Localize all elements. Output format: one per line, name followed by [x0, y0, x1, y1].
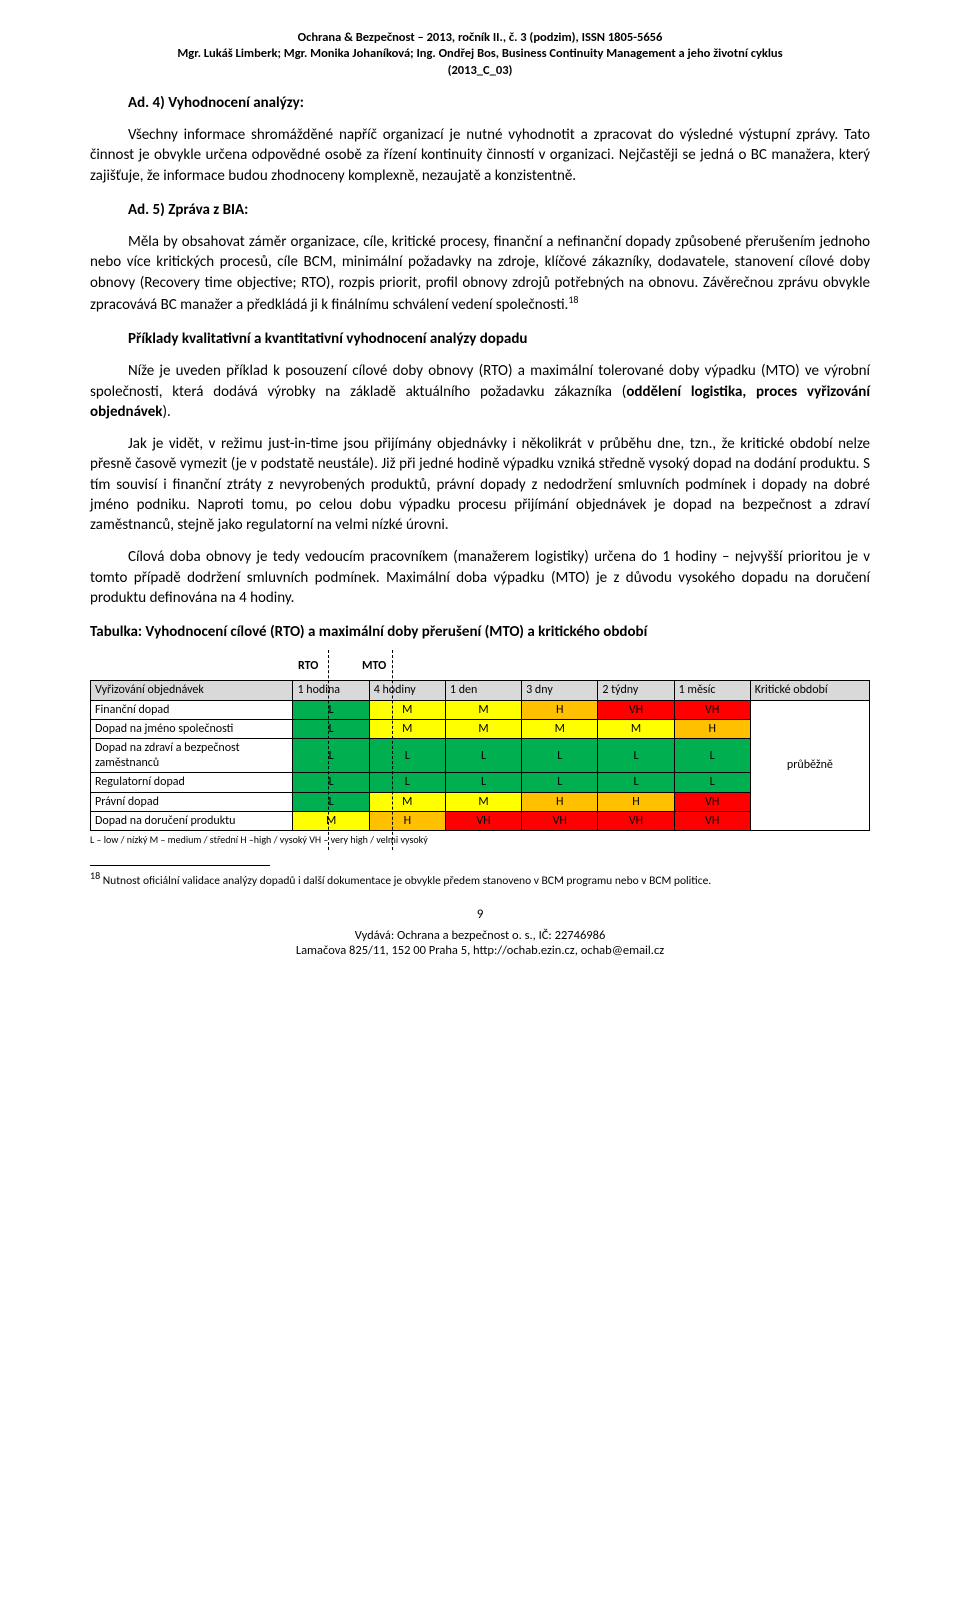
impact-cell: L — [674, 739, 750, 773]
impact-cell: L — [293, 792, 369, 811]
impact-cell: L — [293, 773, 369, 792]
impact-cell: M — [445, 700, 521, 719]
section5-para1: Měla by obsahovat záměr organizace, cíle… — [90, 232, 870, 315]
impact-cell: M — [369, 792, 445, 811]
footnote-separator — [90, 865, 270, 866]
impact-cell: H — [369, 811, 445, 830]
impact-cell: M — [598, 720, 674, 739]
section5-subtitle: Příklady kvalitativní a kvantitativní vy… — [90, 329, 870, 349]
impact-cell: L — [445, 773, 521, 792]
impact-cell: H — [522, 792, 598, 811]
impact-cell: VH — [598, 811, 674, 830]
column-header: 1 den — [445, 681, 521, 700]
header-line3: (2013_C_03) — [90, 63, 870, 79]
impact-table-wrap: RTO MTO Vyřizování objednávek1 hodina4 h… — [90, 650, 870, 847]
section4-title: Ad. 4) Vyhodnocení analýzy: — [90, 93, 870, 113]
impact-cell: H — [522, 700, 598, 719]
impact-cell: L — [598, 773, 674, 792]
section5-para3: Jak je vidět, v režimu just-in-time jsou… — [90, 434, 870, 535]
row-label: Dopad na zdraví a bezpečnost zaměstnanců — [91, 739, 293, 773]
table-legend: L – low / nízký M – medium / střední H –… — [90, 833, 870, 847]
impact-cell: M — [522, 720, 598, 739]
column-header: 4 hodiny — [369, 681, 445, 700]
footnote-text: Nutnost oficiální validace analýzy dopad… — [100, 874, 711, 888]
section5-para4: Cílová doba obnovy je tedy vedoucím prac… — [90, 547, 870, 608]
page-number: 9 — [90, 906, 870, 924]
footnote-ref-18: 18 — [568, 293, 578, 306]
impact-cell: L — [293, 700, 369, 719]
impact-cell: M — [293, 811, 369, 830]
row-label: Právní dopad — [91, 792, 293, 811]
column-header: 3 dny — [522, 681, 598, 700]
table-caption: Tabulka: Vyhodnocení cílové (RTO) a maxi… — [90, 622, 870, 642]
impact-cell: L — [293, 739, 369, 773]
impact-cell: M — [369, 700, 445, 719]
impact-cell: VH — [674, 811, 750, 830]
impact-cell: L — [293, 720, 369, 739]
column-header: Vyřizování objednávek — [91, 681, 293, 700]
section5-para2c: ). — [163, 403, 171, 421]
impact-cell: H — [598, 792, 674, 811]
rto-label: RTO — [298, 658, 318, 674]
impact-cell: M — [445, 720, 521, 739]
impact-cell: L — [369, 739, 445, 773]
column-header: 2 týdny — [598, 681, 674, 700]
impact-cell: L — [522, 773, 598, 792]
impact-cell: L — [598, 739, 674, 773]
impact-cell: VH — [598, 700, 674, 719]
impact-cell: VH — [674, 792, 750, 811]
row-label: Dopad na jméno společnosti — [91, 720, 293, 739]
row-label: Dopad na doručení produktu — [91, 811, 293, 830]
impact-cell: VH — [445, 811, 521, 830]
section4-para: Všechny informace shromážděné napříč org… — [90, 125, 870, 186]
header-line2: Mgr. Lukáš Limberk; Mgr. Monika Johaníko… — [90, 46, 870, 62]
impact-cell: L — [445, 739, 521, 773]
impact-cell: VH — [522, 811, 598, 830]
footer-line1: Vydává: Ochrana a bezpečnost o. s., IČ: … — [90, 928, 870, 944]
column-header: 1 měsíc — [674, 681, 750, 700]
impact-cell: M — [369, 720, 445, 739]
footer-line2: Lamačova 825/11, 152 00 Praha 5, http://… — [90, 943, 870, 959]
header-line1: Ochrana & Bezpečnost – 2013, ročník II.,… — [90, 30, 870, 46]
impact-cell: L — [369, 773, 445, 792]
mto-label: MTO — [362, 658, 386, 674]
row-label: Finanční dopad — [91, 700, 293, 719]
section5-title: Ad. 5) Zpráva z BIA: — [90, 200, 870, 220]
column-header: Kritické období — [750, 681, 869, 700]
section5-para2: Níže je uveden příklad k posouzení cílov… — [90, 361, 870, 422]
footnote-num: 18 — [90, 869, 100, 882]
column-header: 1 hodina — [293, 681, 369, 700]
impact-cell: VH — [674, 700, 750, 719]
impact-cell: L — [522, 739, 598, 773]
footnote-18: 18 Nutnost oficiální validace analýzy do… — [90, 870, 870, 888]
impact-table: Vyřizování objednávek1 hodina4 hodiny1 d… — [90, 680, 870, 831]
row-label: Regulatorní dopad — [91, 773, 293, 792]
impact-cell: L — [674, 773, 750, 792]
section5-para1-text: Měla by obsahovat záměr organizace, cíle… — [90, 233, 870, 314]
critical-period-cell: průběžně — [750, 700, 869, 831]
impact-cell: H — [674, 720, 750, 739]
impact-cell: M — [445, 792, 521, 811]
